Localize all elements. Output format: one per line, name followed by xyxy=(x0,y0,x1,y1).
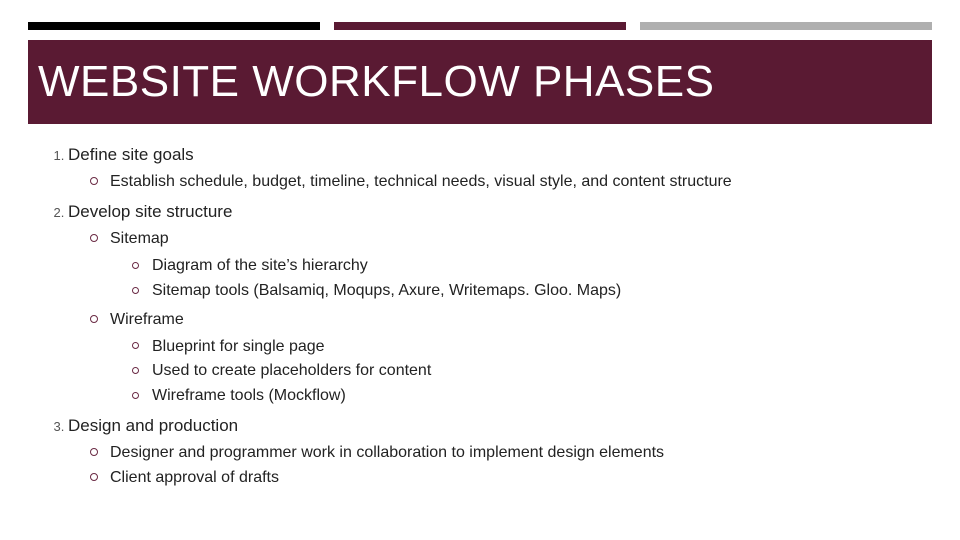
list-item: Sitemap Diagram of the site’s hierarchy … xyxy=(90,227,932,303)
list-item-label: Designer and programmer work in collabor… xyxy=(110,444,664,461)
list-item: Client approval of drafts xyxy=(90,466,932,491)
sublist: Sitemap Diagram of the site’s hierarchy … xyxy=(68,227,932,409)
list-item: Design and production Designer and progr… xyxy=(68,413,932,491)
accent-bar-group xyxy=(28,22,932,30)
list-item-label: Sitemap tools (Balsamiq, Moqups, Axure, … xyxy=(152,282,621,299)
list-item-label: Diagram of the site’s hierarchy xyxy=(152,257,368,274)
list-item: Designer and programmer work in collabor… xyxy=(90,441,932,466)
accent-bar-1 xyxy=(28,22,320,30)
list-item-label: Blueprint for single page xyxy=(152,338,325,355)
sublist: Diagram of the site’s hierarchy Sitemap … xyxy=(110,254,932,304)
list-item-label: Client approval of drafts xyxy=(110,469,279,486)
list-item-label: Develop site structure xyxy=(68,202,232,221)
title-banner: WEBSITE WORKFLOW PHASES xyxy=(28,40,932,124)
list-item-label: Wireframe xyxy=(110,311,184,328)
list-item: Used to create placeholders for content xyxy=(132,359,932,384)
list-item: Wireframe tools (Mockflow) xyxy=(132,384,932,409)
list-item: Define site goals Establish schedule, bu… xyxy=(68,142,932,195)
sublist: Establish schedule, budget, timeline, te… xyxy=(68,170,932,195)
slide: WEBSITE WORKFLOW PHASES Define site goal… xyxy=(0,0,960,540)
list-item-label: Used to create placeholders for content xyxy=(152,362,431,379)
list-item: Sitemap tools (Balsamiq, Moqups, Axure, … xyxy=(132,279,932,304)
page-title: WEBSITE WORKFLOW PHASES xyxy=(38,60,714,104)
list-item: Wireframe Blueprint for single page Used… xyxy=(90,308,932,409)
list-item: Establish schedule, budget, timeline, te… xyxy=(90,170,932,195)
accent-bar-2 xyxy=(334,22,626,30)
list-item: Blueprint for single page xyxy=(132,335,932,360)
list-item-label: Establish schedule, budget, timeline, te… xyxy=(110,173,732,190)
list-item-label: Define site goals xyxy=(68,145,194,164)
accent-bar-3 xyxy=(640,22,932,30)
ordered-list: Define site goals Establish schedule, bu… xyxy=(42,142,932,491)
list-item-label: Sitemap xyxy=(110,230,169,247)
content-area: Define site goals Establish schedule, bu… xyxy=(42,142,932,495)
list-item: Develop site structure Sitemap Diagram o… xyxy=(68,199,932,409)
list-item: Diagram of the site’s hierarchy xyxy=(132,254,932,279)
sublist: Designer and programmer work in collabor… xyxy=(68,441,932,491)
list-item-label: Design and production xyxy=(68,416,238,435)
list-item-label: Wireframe tools (Mockflow) xyxy=(152,387,346,404)
sublist: Blueprint for single page Used to create… xyxy=(110,335,932,409)
